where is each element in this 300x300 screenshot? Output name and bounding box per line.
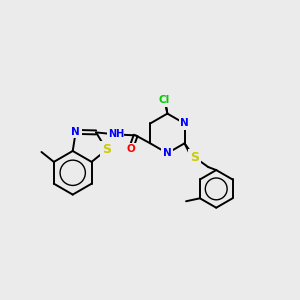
Text: NH: NH xyxy=(108,129,124,140)
Text: N: N xyxy=(163,148,172,158)
Text: S: S xyxy=(190,151,199,164)
Text: S: S xyxy=(102,143,111,156)
Text: Cl: Cl xyxy=(160,96,171,106)
Text: N: N xyxy=(163,148,172,158)
Text: Cl: Cl xyxy=(159,95,170,105)
Text: N: N xyxy=(180,118,189,128)
Text: O: O xyxy=(126,144,135,154)
Text: N: N xyxy=(71,127,80,137)
Text: N: N xyxy=(180,118,189,128)
